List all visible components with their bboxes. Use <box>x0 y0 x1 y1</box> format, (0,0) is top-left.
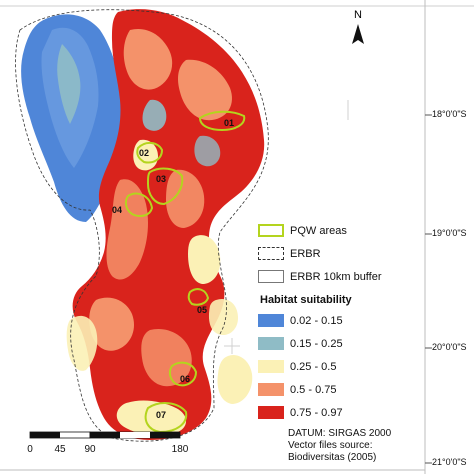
class-label-5: 0.75 - 0.97 <box>290 406 343 419</box>
lat-label-21: 21°0'0"S <box>432 457 467 467</box>
erbr-swatch <box>258 247 284 260</box>
legend-title-habitat: Habitat suitability <box>260 294 352 306</box>
site-label-04: 04 <box>112 205 122 215</box>
class-swatch-4 <box>258 383 284 396</box>
pqw-area-03 <box>146 167 184 206</box>
north-label: N <box>354 9 362 21</box>
map-source-block: DATUM: SIRGAS 2000 Vector files source: … <box>288 428 391 464</box>
pqw-area-06 <box>168 361 198 387</box>
legend-label-buffer: ERBR 10km buffer <box>290 270 382 283</box>
erbr-boundary <box>15 9 269 442</box>
site-label-07: 07 <box>156 410 166 420</box>
class-label-1: 0.02 - 0.15 <box>290 314 343 327</box>
pqw-area-02 <box>136 142 164 164</box>
class-swatch-2 <box>258 337 284 350</box>
class-swatch-5 <box>258 406 284 419</box>
pqw-area-04 <box>124 192 154 217</box>
lat-label-19: 19°0'0"S <box>432 228 467 238</box>
class-label-3: 0.25 - 0.5 <box>290 360 337 373</box>
pqw-swatch <box>258 224 284 237</box>
class-label-4: 0.5 - 0.75 <box>290 383 337 396</box>
legend-class-row: 0.02 - 0.15 <box>258 314 343 327</box>
source-text: Vector files source: <box>288 440 373 451</box>
class-swatch-3 <box>258 360 284 373</box>
scale-label-180: 180 <box>171 444 189 455</box>
legend-class-row: 0.25 - 0.5 <box>258 360 336 373</box>
class-label-2: 0.15 - 0.25 <box>290 337 343 350</box>
buffer-swatch <box>258 270 284 283</box>
source-text-2: Biodiversitas (2005) <box>288 452 377 463</box>
lat-label-20: 20°0'0"S <box>432 342 467 352</box>
site-label-01: 01 <box>224 118 234 128</box>
scale-bar <box>29 431 181 439</box>
north-arrow-icon <box>352 24 364 44</box>
legend-class-row: 0.15 - 0.25 <box>258 337 343 350</box>
legend-row-erbr: ERBR <box>258 247 321 260</box>
pqw-area-05 <box>187 288 210 306</box>
legend-label-erbr: ERBR <box>290 247 321 260</box>
class-swatch-1 <box>258 314 284 327</box>
scale-label-90: 90 <box>84 444 96 455</box>
site-label-05: 05 <box>197 305 207 315</box>
legend-class-row: 0.75 - 0.97 <box>258 406 343 419</box>
legend-row-pqw: PQW areas <box>258 224 347 237</box>
legend-class-row: 0.5 - 0.75 <box>258 383 336 396</box>
site-label-06: 06 <box>180 374 190 384</box>
scale-label-45: 45 <box>54 444 66 455</box>
north-arrow: N <box>352 9 364 44</box>
pqw-areas <box>124 110 246 434</box>
lat-label-18: 18°0'0"S <box>432 109 467 119</box>
datum-text: DATUM: SIRGAS 2000 <box>288 428 392 439</box>
site-label-03: 03 <box>156 174 166 184</box>
scale-label-0: 0 <box>27 444 33 455</box>
legend-row-buffer: ERBR 10km buffer <box>258 270 382 283</box>
pqw-area-07 <box>144 402 188 434</box>
pqw-area-01 <box>198 110 246 132</box>
legend-label-pqw: PQW areas <box>290 224 347 237</box>
site-label-02: 02 <box>139 148 149 158</box>
